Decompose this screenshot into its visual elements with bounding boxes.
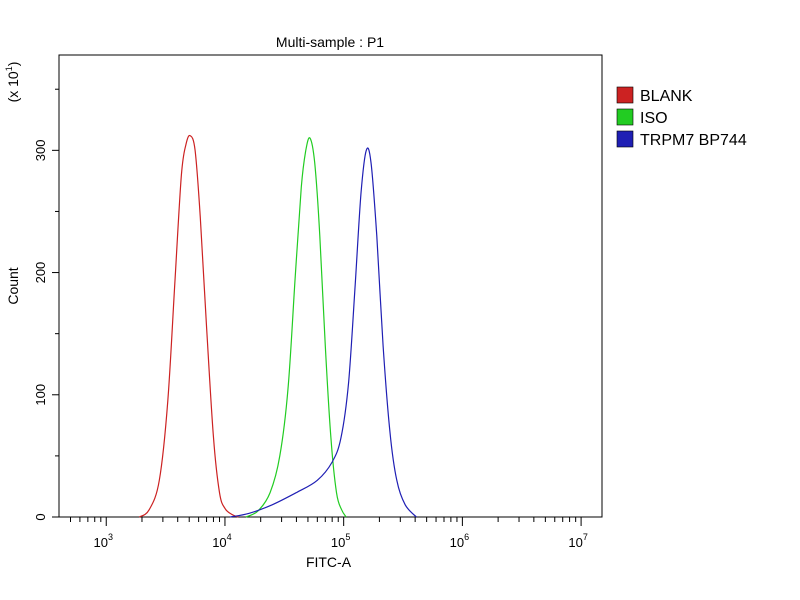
x-tick-label: 106: [450, 532, 469, 550]
legend-swatch: [616, 108, 634, 126]
chart-title: Multi-sample : P1: [276, 34, 384, 50]
y-tick-label: 100: [33, 384, 48, 406]
y-axis-multiplier: (x 101): [4, 62, 21, 103]
x-tick-label: 107: [568, 532, 587, 550]
legend-swatch: [616, 86, 634, 104]
series-blank: [138, 134, 239, 518]
plot-frame: [58, 54, 603, 518]
legend-swatch: [616, 130, 634, 148]
x-axis-label: FITC-A: [306, 554, 352, 570]
legend-label: BLANK: [640, 88, 693, 105]
legend-label: ISO: [640, 110, 668, 127]
legend: BLANK ISO TRPM7 BP744: [616, 86, 747, 149]
y-tick-label: 200: [33, 262, 48, 284]
x-tick-label: 105: [331, 532, 350, 550]
y-tick-label: 0: [33, 513, 48, 520]
x-tick-label: 104: [212, 532, 231, 550]
legend-label: TRPM7 BP744: [640, 132, 747, 149]
series-iso: [245, 137, 347, 518]
series-layer: [138, 134, 417, 518]
axes-layer: 103 104 105 106 107 0 100 200 300: [33, 88, 588, 550]
y-tick-label: 300: [33, 139, 48, 161]
series-trpm7-bp744: [229, 147, 417, 518]
y-axis-label: Count: [5, 267, 21, 304]
x-tick-label: 103: [93, 532, 112, 550]
